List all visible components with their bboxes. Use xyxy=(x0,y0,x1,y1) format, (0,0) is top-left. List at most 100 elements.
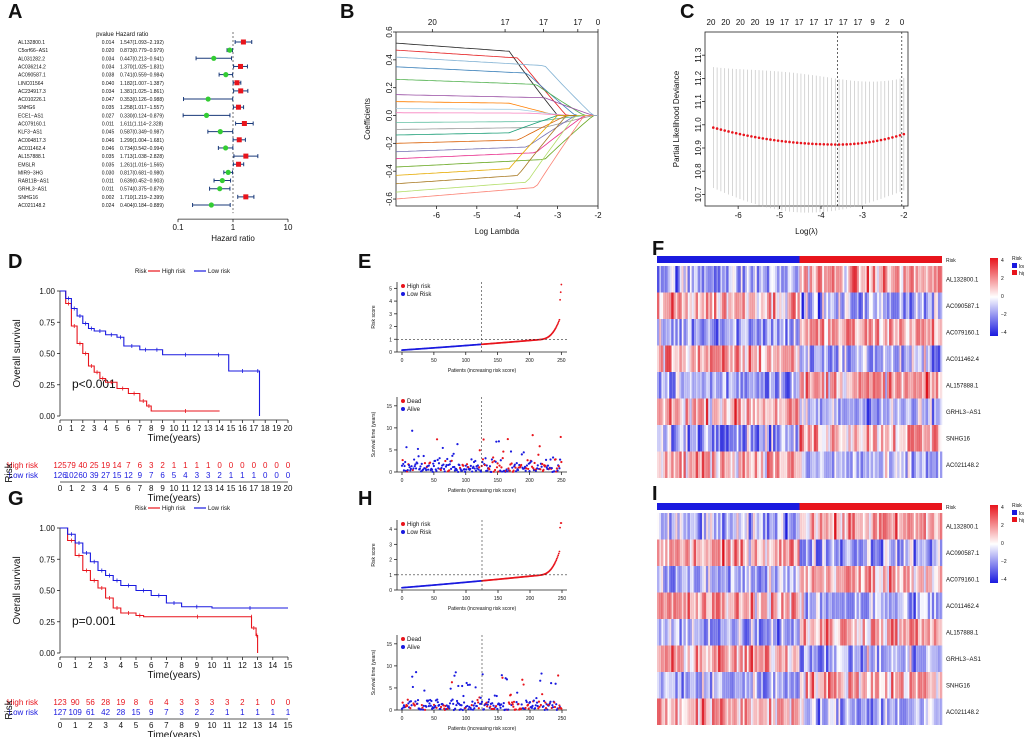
status-point xyxy=(499,469,502,472)
heatmap-cell xyxy=(844,513,847,540)
heatmap-cell xyxy=(730,372,733,399)
heatmap-cell xyxy=(661,398,664,425)
heatmap-cell xyxy=(738,672,741,699)
heatmap-cell xyxy=(734,645,737,672)
heatmap-cell xyxy=(819,398,823,425)
status-point xyxy=(471,708,475,711)
heatmap-cell xyxy=(697,292,701,319)
risk-table-high-label: High risk xyxy=(7,461,39,470)
risk-table-low-value: 42 xyxy=(101,708,110,717)
heatmap-cell xyxy=(823,513,827,540)
heatmap-cell xyxy=(813,451,817,478)
status-point xyxy=(499,706,502,709)
heatmap-cell xyxy=(728,539,731,566)
heatmap-cell xyxy=(823,292,827,319)
heatmap-cell xyxy=(779,345,782,372)
heatmap-cell xyxy=(807,372,810,399)
heatmap-cell xyxy=(846,592,849,619)
heatmap-cell xyxy=(707,319,711,346)
heatmap-cell xyxy=(718,698,721,725)
risk-table-x-label: Time(years) xyxy=(148,493,201,504)
status-point xyxy=(556,469,559,472)
heatmap-cell xyxy=(860,539,863,566)
heatmap-cell xyxy=(691,398,694,425)
heatmap-cell xyxy=(750,425,753,452)
heatmap-cell xyxy=(929,592,933,619)
x-tick-label: -2 xyxy=(900,211,908,220)
heatmap-cell xyxy=(669,619,672,646)
heatmap-cell xyxy=(722,372,725,399)
heatmap-cell xyxy=(669,698,672,725)
heatmap-cell xyxy=(787,319,790,346)
heatmap-cell xyxy=(722,451,725,478)
heatmap-cell xyxy=(728,292,731,319)
heatmap-scale-label: −4 xyxy=(1001,330,1007,336)
risk-table-low-value: 2 xyxy=(210,708,215,717)
heatmap-cell xyxy=(669,645,672,672)
y-tick-label: 15 xyxy=(386,642,392,648)
status-point xyxy=(507,708,510,711)
heatmap-cell xyxy=(716,451,719,478)
heatmap-cell xyxy=(817,451,821,478)
heatmap-cell xyxy=(850,619,853,646)
legend-dead-label: Dead xyxy=(407,399,421,405)
status-point xyxy=(490,458,493,461)
risk-table-x-tick: 12 xyxy=(238,721,247,730)
heatmap-cell xyxy=(755,672,757,699)
heatmap-cell xyxy=(799,566,802,593)
heatmap-cell xyxy=(718,372,721,399)
heatmap-cell xyxy=(705,372,709,399)
heatmap-cell xyxy=(746,645,749,672)
heatmap-cell xyxy=(764,539,768,566)
forest-pvalue: 0.046 xyxy=(102,146,115,152)
status-point xyxy=(516,691,519,694)
heatmap-cell xyxy=(671,266,674,293)
heatmap-cell xyxy=(771,513,774,540)
heatmap-cell xyxy=(846,451,849,478)
heatmap-cell xyxy=(897,425,899,452)
heatmap-cell xyxy=(852,672,855,699)
heatmap-cell xyxy=(681,699,683,726)
heatmap-cell xyxy=(726,592,729,619)
heatmap-cell xyxy=(860,672,863,699)
heatmap-cell xyxy=(766,698,770,725)
deviance-point xyxy=(883,137,887,141)
heatmap-cell xyxy=(895,266,898,293)
heatmap-cell xyxy=(809,645,813,672)
heatmap-cell xyxy=(699,266,703,293)
heatmap-cell xyxy=(699,566,703,593)
heatmap-cell xyxy=(755,399,757,426)
heatmap-cell xyxy=(791,425,794,452)
heatmap-cell xyxy=(815,425,819,452)
heatmap-cell xyxy=(768,645,772,672)
heatmap-cell xyxy=(689,592,692,619)
risk-table-high-value: 1 xyxy=(255,698,260,707)
top-tick-label: 17 xyxy=(824,18,833,27)
forest-point xyxy=(219,177,225,184)
status-point xyxy=(497,470,500,473)
heatmap-cell xyxy=(693,451,696,478)
heatmap-cell xyxy=(866,292,870,319)
heatmap-cell xyxy=(811,319,815,346)
heatmap-cell xyxy=(823,672,827,699)
heatmap-cell xyxy=(925,292,929,319)
heatmap-cell xyxy=(868,645,872,672)
top-tick-label: 17 xyxy=(795,18,804,27)
heatmap-cell xyxy=(821,319,825,346)
heatmap-cell xyxy=(730,292,733,319)
heatmap-cell xyxy=(701,513,705,540)
heatmap-cell xyxy=(929,266,933,293)
heatmap-cell xyxy=(840,398,843,425)
heatmap-cell xyxy=(871,425,873,452)
forest-hr-text: 1.258(1.017−1.557) xyxy=(120,105,164,111)
status-point xyxy=(489,705,492,708)
heatmap-cell xyxy=(661,451,664,478)
heatmap-cell xyxy=(659,698,662,725)
forest-gene-label: KLF3−AS1 xyxy=(18,130,43,136)
status-point xyxy=(520,703,523,706)
heatmap-cell xyxy=(793,592,796,619)
heatmap-cell xyxy=(777,372,780,399)
heatmap-cell xyxy=(657,292,660,319)
heatmap-cell xyxy=(882,425,886,452)
